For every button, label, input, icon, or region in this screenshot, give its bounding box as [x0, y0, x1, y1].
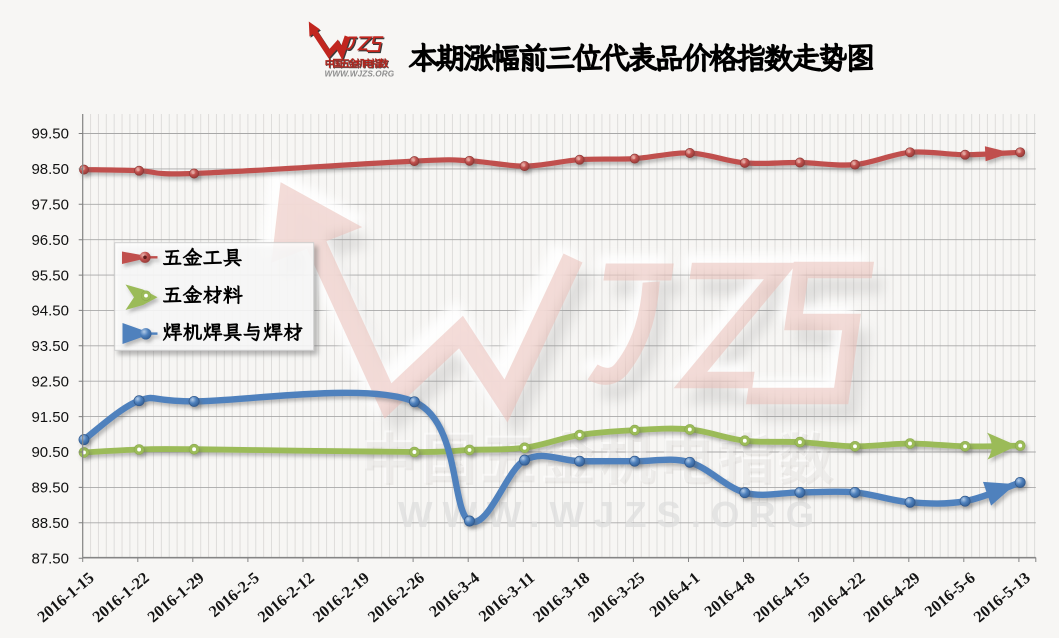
svg-text:93.50: 93.50: [31, 338, 69, 355]
svg-text:96.50: 96.50: [31, 232, 69, 249]
svg-text:97.50: 97.50: [31, 197, 69, 214]
svg-text:WWW.WJZS.ORG: WWW.WJZS.ORG: [325, 70, 395, 79]
svg-text:91.50: 91.50: [31, 409, 69, 426]
svg-text:99.50: 99.50: [31, 126, 69, 143]
svg-text:95.50: 95.50: [31, 267, 69, 284]
svg-text:90.50: 90.50: [31, 444, 69, 461]
svg-text:94.50: 94.50: [31, 303, 69, 320]
svg-text:98.50: 98.50: [31, 161, 69, 178]
svg-text:89.50: 89.50: [31, 480, 69, 497]
svg-text:87.50: 87.50: [31, 550, 69, 567]
svg-text:88.50: 88.50: [31, 515, 69, 532]
svg-text:92.50: 92.50: [31, 373, 69, 390]
